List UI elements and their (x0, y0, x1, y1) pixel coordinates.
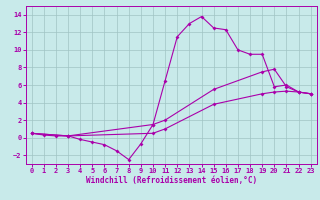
X-axis label: Windchill (Refroidissement éolien,°C): Windchill (Refroidissement éolien,°C) (86, 176, 257, 185)
